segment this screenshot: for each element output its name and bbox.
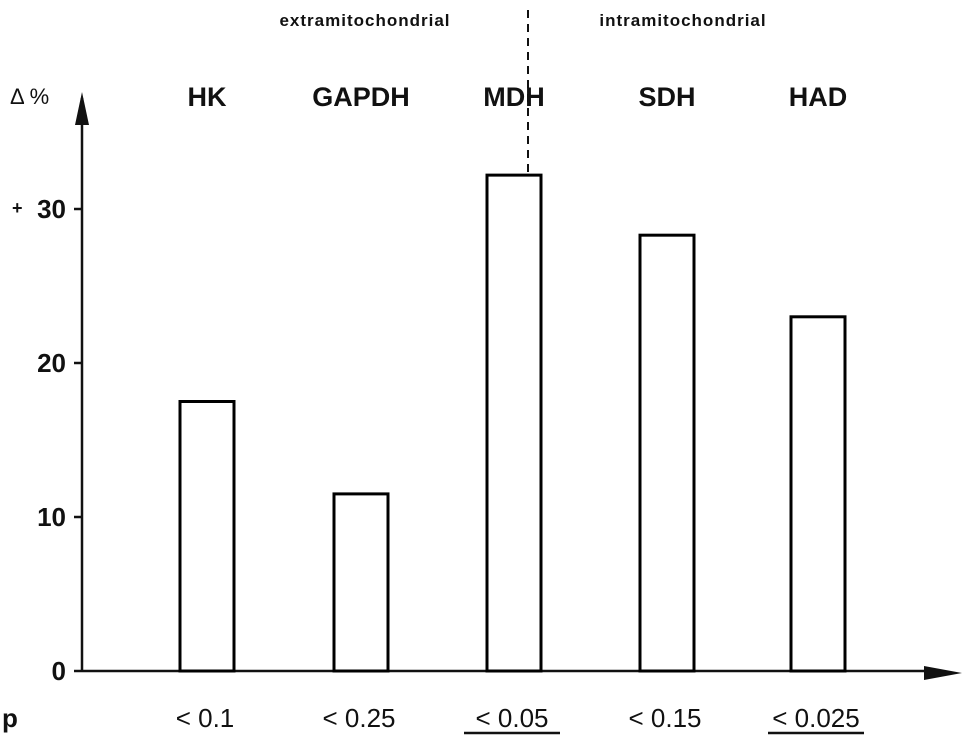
category-labels: HK GAPDH MDH SDH HAD bbox=[188, 82, 848, 112]
y-axis-arrow bbox=[75, 92, 89, 125]
y-ticks: 0 10 20 30 bbox=[37, 194, 82, 686]
bar-mdh bbox=[485, 173, 543, 673]
category-label: SDH bbox=[638, 82, 695, 112]
bar-had bbox=[789, 315, 847, 673]
y-tick-label: 30 bbox=[37, 194, 66, 224]
category-label: HAD bbox=[789, 82, 848, 112]
p-value-label: < 0.1 bbox=[176, 703, 235, 733]
bars bbox=[178, 173, 847, 673]
p-values: < 0.1 < 0.25 < 0.05 < 0.15 < 0.025 bbox=[176, 703, 864, 735]
region-label-extramitochondrial: extramitochondrial bbox=[279, 11, 450, 30]
y-tick-prefix: + bbox=[12, 198, 23, 218]
y-tick-label: 20 bbox=[37, 348, 66, 378]
category-label: MDH bbox=[483, 82, 545, 112]
category-label: GAPDH bbox=[312, 82, 410, 112]
region-label-intramitochondrial: intramitochondrial bbox=[599, 11, 766, 30]
bar-hk bbox=[178, 400, 236, 673]
y-tick-label: 0 bbox=[52, 656, 66, 686]
bar-gapdh bbox=[332, 492, 390, 673]
p-value-label: < 0.25 bbox=[322, 703, 395, 733]
x-axis-arrow bbox=[924, 666, 962, 680]
y-axis-label: Δ % bbox=[10, 84, 49, 109]
p-value-label: < 0.05 bbox=[475, 703, 548, 733]
p-value-label: < 0.025 bbox=[772, 703, 859, 733]
category-label: HK bbox=[188, 82, 227, 112]
bar-sdh bbox=[638, 233, 696, 673]
p-row-label: p bbox=[2, 703, 18, 733]
p-value-label: < 0.15 bbox=[628, 703, 701, 733]
y-tick-label: 10 bbox=[37, 502, 66, 532]
